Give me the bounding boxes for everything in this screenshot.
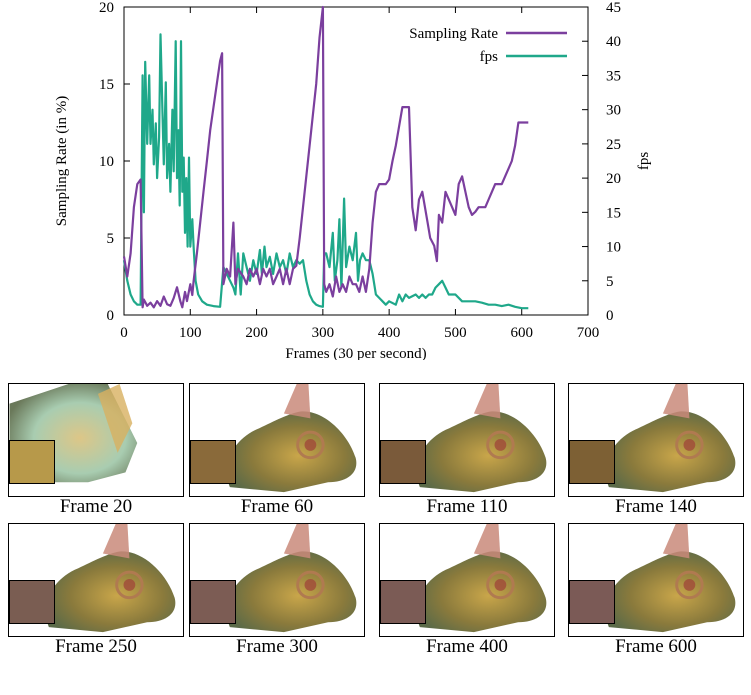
legend: Sampling Rate fps bbox=[409, 26, 567, 65]
x-tick-label: 500 bbox=[444, 325, 467, 341]
y-axis-left: 0 5 10 15 20 bbox=[99, 0, 130, 324]
series-layer bbox=[122, 5, 529, 310]
y-tick-label: 20 bbox=[99, 0, 114, 16]
frame-thumbnail bbox=[379, 383, 555, 497]
y-axis-right: 0 5 10 15 20 25 30 35 40 45 bbox=[582, 0, 621, 324]
frame-thumbnail bbox=[189, 383, 365, 497]
y2-tick-label: 30 bbox=[606, 103, 621, 119]
x-tick-label: 100 bbox=[179, 325, 202, 341]
series-line-fps bbox=[122, 33, 529, 310]
frame-caption: Frame 20 bbox=[59, 496, 133, 517]
chameleon-render-image bbox=[45, 524, 176, 633]
chameleon-render-image bbox=[226, 384, 357, 493]
chameleon-render-image bbox=[416, 524, 547, 633]
frame-caption: Frame 300 bbox=[236, 636, 318, 657]
frame-thumbnail bbox=[8, 523, 184, 637]
zoom-inset bbox=[569, 580, 615, 624]
x-tick-label: 600 bbox=[510, 325, 533, 341]
y2-tick-label: 0 bbox=[606, 308, 614, 324]
x-axis: 0 100 200 300 400 500 600 700 bbox=[120, 7, 599, 341]
y-axis-title: Sampling Rate (in %) bbox=[54, 96, 70, 226]
zoom-inset bbox=[380, 580, 426, 624]
y-tick-label: 10 bbox=[99, 154, 114, 170]
zoom-inset bbox=[9, 440, 55, 484]
frame-thumbnail bbox=[379, 523, 555, 637]
frame-caption: Frame 60 bbox=[240, 496, 314, 517]
y2-tick-label: 35 bbox=[606, 68, 621, 84]
x-tick-label: 300 bbox=[312, 325, 335, 341]
legend-label: fps bbox=[480, 49, 498, 65]
frame-caption: Frame 140 bbox=[615, 496, 697, 517]
y2-tick-label: 40 bbox=[606, 34, 621, 50]
x-tick-label: 0 bbox=[120, 325, 128, 341]
frame-thumbnail bbox=[568, 523, 744, 637]
y2-tick-label: 25 bbox=[606, 137, 621, 153]
y2-tick-label: 5 bbox=[606, 274, 614, 290]
frame-caption: Frame 400 bbox=[426, 636, 508, 657]
x-axis-title: Frames (30 per second) bbox=[285, 346, 426, 360]
x-tick-label: 200 bbox=[245, 325, 268, 341]
frame-caption: Frame 250 bbox=[55, 636, 137, 657]
series-line-sampling-rate bbox=[122, 5, 529, 309]
frame-caption: Frame 600 bbox=[615, 636, 697, 657]
frame-thumbnail bbox=[189, 523, 365, 637]
y-tick-label: 5 bbox=[107, 231, 115, 247]
y2-axis-title: fps bbox=[636, 152, 652, 170]
y-tick-label: 0 bbox=[107, 308, 115, 324]
y-tick-label: 15 bbox=[99, 77, 114, 93]
y2-tick-label: 20 bbox=[606, 171, 621, 187]
zoom-inset bbox=[380, 440, 426, 484]
frame-thumbnail bbox=[568, 383, 744, 497]
frame-thumbnail bbox=[8, 383, 184, 497]
zoom-inset bbox=[190, 440, 236, 484]
x-tick-label: 700 bbox=[577, 325, 600, 341]
y2-tick-label: 45 bbox=[606, 0, 621, 16]
legend-label: Sampling Rate bbox=[409, 26, 498, 42]
y2-tick-label: 10 bbox=[606, 240, 621, 256]
x-tick-label: 400 bbox=[378, 325, 401, 341]
y2-tick-label: 15 bbox=[606, 205, 621, 221]
chameleon-render-image bbox=[605, 524, 736, 633]
plot-frame bbox=[123, 6, 589, 316]
chart: 0 100 200 300 400 500 600 700 0 5 10 15 20 0 5 10 15 20… bbox=[54, 0, 652, 360]
zoom-inset bbox=[9, 580, 55, 624]
chameleon-render-image bbox=[416, 384, 547, 493]
zoom-inset bbox=[190, 580, 236, 624]
plot-border bbox=[123, 6, 589, 316]
zoom-inset bbox=[569, 440, 615, 484]
frame-caption: Frame 110 bbox=[426, 496, 508, 517]
chameleon-render-image bbox=[605, 384, 736, 493]
chameleon-render-image bbox=[226, 524, 357, 633]
